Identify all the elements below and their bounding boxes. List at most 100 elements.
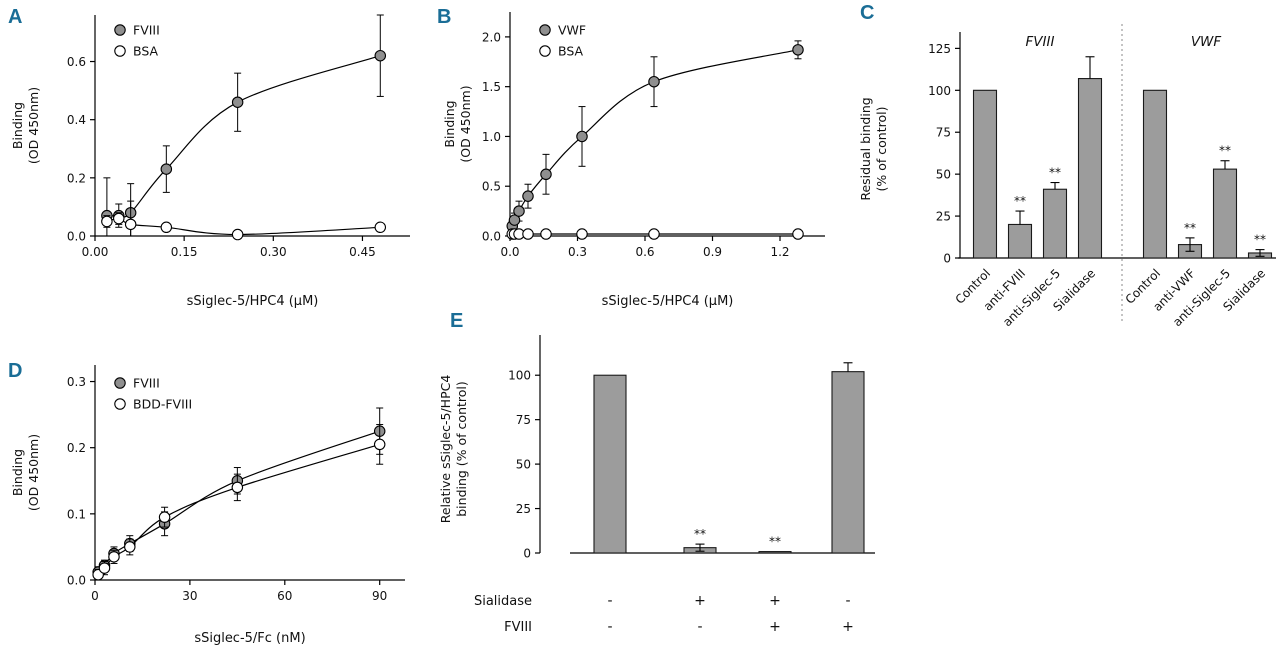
- data-point: [576, 130, 588, 143]
- series-VWF: [506, 40, 804, 232]
- svg-text:BDD-FVIII: BDD-FVIII: [133, 397, 192, 412]
- data-point: [540, 168, 552, 181]
- data-point: [124, 218, 137, 231]
- svg-text:FVIII: FVIII: [133, 23, 160, 38]
- svg-text:0.3: 0.3: [568, 245, 587, 259]
- svg-text:FVIII: FVIII: [1026, 34, 1055, 50]
- svg-text:BSA: BSA: [133, 44, 159, 59]
- svg-text:0.6: 0.6: [635, 245, 654, 259]
- data-point: [113, 212, 125, 225]
- svg-text:Relative sSiglec-5/HPC4: Relative sSiglec-5/HPC4: [438, 375, 453, 524]
- svg-text:25: 25: [936, 210, 951, 224]
- panel-E: 0 25 50 75 100 Relative sSiglec-5/HPC4 binding…: [430, 300, 890, 651]
- data-point: [508, 214, 521, 226]
- data-point: [98, 562, 111, 574]
- svg-text:1.2: 1.2: [770, 245, 789, 259]
- svg-text:90: 90: [372, 589, 387, 603]
- svg-text:-: -: [697, 619, 702, 635]
- svg-text:0.0: 0.0: [67, 574, 86, 588]
- svg-text:0.2: 0.2: [67, 171, 86, 185]
- svg-text:sSiglec-5/HPC4 (μM): sSiglec-5/HPC4 (μM): [187, 294, 319, 309]
- svg-text:50: 50: [516, 458, 531, 472]
- svg-text:FVIII: FVIII: [504, 620, 532, 635]
- svg-text:**: **: [1014, 194, 1026, 208]
- svg-text:30: 30: [182, 589, 197, 603]
- svg-text:1.0: 1.0: [482, 130, 501, 144]
- data-point: [576, 228, 588, 240]
- svg-text:Sialidase: Sialidase: [474, 594, 532, 609]
- svg-text:25: 25: [516, 502, 531, 516]
- svg-text:(% of control): (% of control): [874, 107, 889, 192]
- data-point: [522, 228, 534, 240]
- legend: FVIII BSA: [114, 23, 160, 59]
- data-point: [373, 438, 386, 451]
- data-point: [513, 205, 525, 217]
- panel-C-label: C: [860, 2, 875, 24]
- bar: [972, 89, 998, 259]
- svg-text:100: 100: [508, 369, 531, 383]
- data-point: [374, 221, 387, 234]
- svg-text:0.0: 0.0: [500, 245, 519, 259]
- svg-text:0.45: 0.45: [349, 245, 376, 259]
- panel-E-label: E: [450, 310, 464, 332]
- data-point: [124, 541, 136, 553]
- svg-text:0.1: 0.1: [67, 507, 86, 521]
- svg-text:**: **: [1049, 166, 1061, 180]
- svg-text:0.4: 0.4: [67, 113, 86, 127]
- data-point: [231, 481, 244, 494]
- svg-text:0.6: 0.6: [67, 55, 86, 69]
- svg-text:75: 75: [516, 413, 531, 427]
- data-point: [160, 221, 173, 234]
- svg-text:0: 0: [943, 252, 951, 266]
- data-point: [374, 49, 387, 62]
- series-BSA: [506, 228, 804, 240]
- svg-text:0.00: 0.00: [82, 245, 109, 259]
- svg-text:Residual binding: Residual binding: [858, 97, 873, 200]
- svg-text:0: 0: [91, 589, 99, 603]
- data-point: [648, 228, 660, 240]
- panel-C: 0 25 50 75 100 125 Residual binding (% of contr…: [850, 0, 1280, 348]
- svg-text:-: -: [607, 619, 612, 635]
- series-BSA: [101, 200, 387, 241]
- svg-text:0: 0: [523, 547, 531, 561]
- svg-text:**: **: [1254, 233, 1266, 247]
- svg-text:**: **: [1219, 144, 1231, 158]
- svg-text:BSA: BSA: [558, 44, 584, 59]
- svg-text:FVIII: FVIII: [133, 376, 160, 391]
- bar: [1042, 188, 1068, 259]
- svg-text:-: -: [607, 593, 612, 609]
- series-BDD-FVIII: [92, 424, 386, 581]
- bar: [1142, 89, 1168, 259]
- svg-text:0.2: 0.2: [67, 441, 86, 455]
- svg-text:+: +: [769, 593, 781, 609]
- svg-text:50: 50: [936, 168, 951, 182]
- svg-text:0.0: 0.0: [67, 230, 86, 244]
- svg-text:Binding: Binding: [442, 100, 457, 147]
- svg-text:Binding: Binding: [10, 449, 25, 496]
- svg-text:**: **: [769, 535, 781, 549]
- svg-text:100: 100: [928, 84, 951, 98]
- panel-A-label: A: [8, 6, 23, 28]
- panel-D-label: D: [8, 360, 23, 382]
- panel-D-chart: 0.0 0.1 0.2 0.3 Binding (OD 450nm) 0 30 60 90 sSig…: [10, 365, 405, 646]
- svg-text:75: 75: [936, 126, 951, 140]
- panel-C-chart: 0 25 50 75 100 125 Residual binding (% of contr…: [858, 24, 1276, 329]
- svg-text:0.30: 0.30: [260, 245, 287, 259]
- svg-text:binding (% of control): binding (% of control): [454, 381, 469, 517]
- panel-B-chart: 0.0 0.5 1.0 1.5 2.0 Binding (OD 450nm) 0.0 0.3 0.…: [442, 12, 825, 309]
- legend: VWF BSA: [539, 23, 586, 59]
- svg-text:0.3: 0.3: [67, 375, 86, 389]
- svg-text:sSiglec-5/HPC4 (μM): sSiglec-5/HPC4 (μM): [602, 294, 734, 309]
- svg-text:**: **: [1184, 221, 1196, 235]
- svg-text:sSiglec-5/Fc (nM): sSiglec-5/Fc (nM): [194, 631, 305, 646]
- bar: [831, 371, 865, 554]
- axes: [535, 335, 875, 554]
- data-point: [231, 96, 244, 108]
- bar: [758, 551, 792, 554]
- svg-text:VWF: VWF: [558, 23, 586, 38]
- data-point: [648, 75, 660, 88]
- svg-text:0.15: 0.15: [171, 245, 198, 259]
- svg-text:+: +: [842, 619, 854, 635]
- data-point: [158, 511, 171, 523]
- svg-text:1.5: 1.5: [482, 80, 501, 94]
